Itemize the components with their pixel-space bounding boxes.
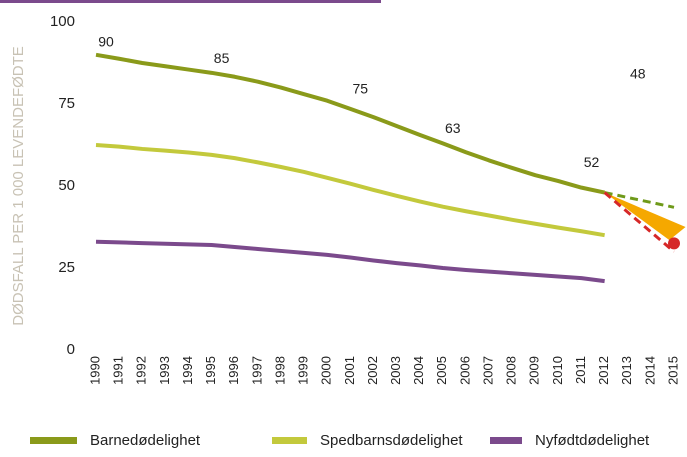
x-tick-label: 1997	[249, 356, 264, 385]
x-tick-label: 1995	[203, 356, 218, 385]
x-tick-label: 1991	[111, 356, 126, 385]
projection-line	[604, 191, 675, 209]
x-tick-label: 2003	[388, 356, 403, 385]
target-area	[604, 192, 686, 241]
projection-line	[603, 191, 675, 253]
y-tick-label: 0	[67, 341, 75, 358]
x-tick-label: 2004	[411, 356, 426, 385]
top-bar	[0, 0, 381, 3]
x-tick-label: 2011	[573, 356, 588, 384]
legend-swatch	[272, 437, 307, 444]
x-tick-label: 2010	[550, 356, 565, 385]
x-tick-label: 1990	[87, 356, 102, 385]
x-tick-label: 1996	[226, 356, 241, 385]
x-tick-label: 2009	[527, 356, 542, 385]
x-tick-label: 2012	[596, 356, 611, 385]
y-tick-label: 75	[58, 95, 75, 112]
x-tick-label: 2007	[480, 356, 495, 385]
data-label: 90	[98, 34, 114, 50]
x-tick-label: 1999	[296, 356, 311, 385]
data-label: 75	[353, 81, 369, 97]
y-tick-label: 50	[58, 177, 75, 194]
x-tick-label: 1993	[157, 356, 172, 385]
series-line	[95, 143, 605, 238]
x-tick-label: 2005	[434, 356, 449, 385]
x-tick-label: 2002	[365, 356, 380, 385]
series-line	[95, 239, 605, 284]
x-tick-label: 2013	[619, 356, 634, 385]
data-label: 85	[214, 50, 230, 66]
series-line	[95, 52, 606, 195]
data-label: 52	[584, 154, 600, 170]
legend-swatch	[30, 437, 77, 444]
data-label: 63	[445, 120, 461, 136]
data-label: 48	[630, 65, 646, 81]
legend-label: Barnedødelighet	[90, 432, 201, 449]
x-tick-label: 2000	[319, 356, 334, 385]
x-tick-label: 2001	[342, 356, 357, 385]
x-tick-label: 1992	[134, 356, 149, 385]
target-point	[668, 237, 680, 250]
x-tick-label: 1998	[272, 356, 287, 385]
x-tick-label: 2008	[504, 356, 519, 385]
y-axis-label: DØDSFALL PER 1 000 LEVENDEFØDTE	[10, 46, 27, 326]
x-tick-label: 2015	[665, 356, 680, 385]
x-tick-label: 2014	[642, 356, 657, 385]
legend-label: Nyfødtdødelighet	[535, 432, 650, 449]
legend-label: Spedbarnsdødelighet	[320, 432, 463, 449]
x-tick-label: 2006	[457, 356, 472, 385]
x-tick-label: 1994	[180, 356, 195, 385]
legend-swatch	[490, 437, 522, 444]
y-tick-label: 100	[50, 13, 75, 30]
y-tick-label: 25	[58, 259, 75, 276]
